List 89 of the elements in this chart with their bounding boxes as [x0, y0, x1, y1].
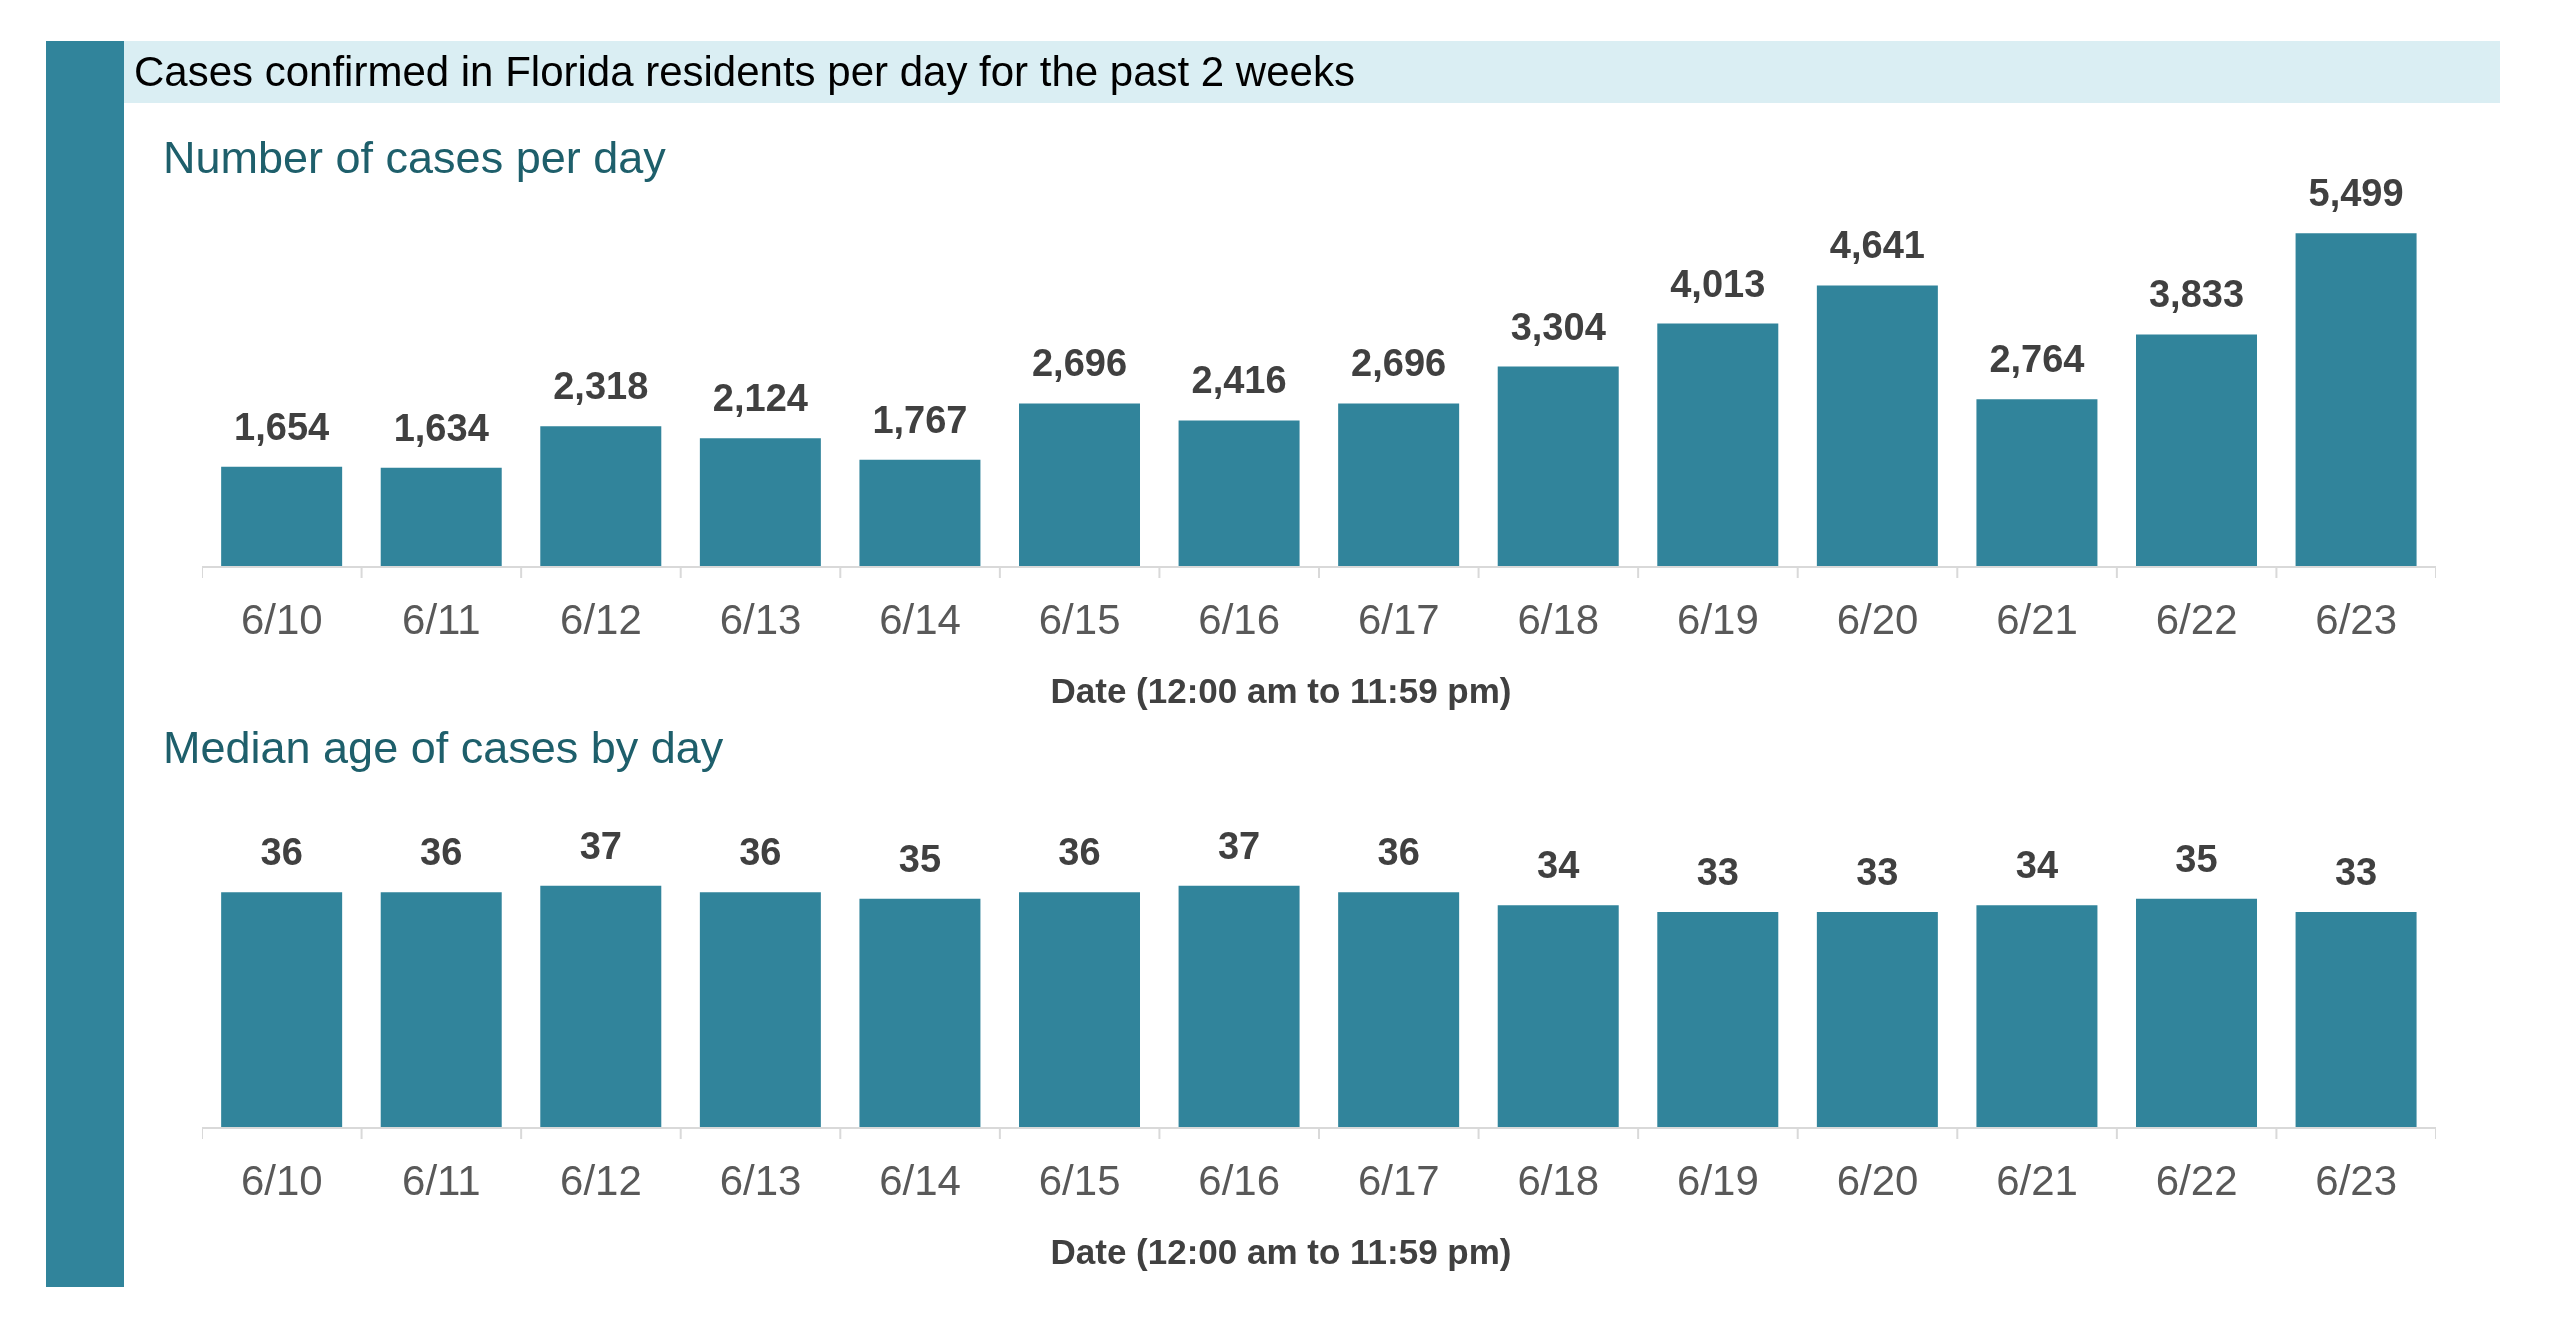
- chart-title: Cases confirmed in Florida residents per day for the past 2 weeks: [134, 47, 1355, 97]
- bar: [1976, 399, 2098, 567]
- data-label: 2,696: [1031, 342, 1128, 385]
- data-label: 4,641: [1829, 224, 1925, 267]
- bar: [380, 892, 502, 1128]
- bar: [2136, 898, 2258, 1128]
- bar: [540, 885, 662, 1128]
- bar: [2295, 233, 2417, 567]
- bar: [2136, 334, 2258, 567]
- data-label: 33: [2334, 850, 2378, 893]
- data-label: 4,013: [1670, 262, 1766, 305]
- data-label: 33: [1856, 850, 1899, 893]
- data-label: 36: [739, 831, 782, 874]
- x-tick-label: 6/17: [1357, 1156, 1440, 1204]
- x-tick-label: 6/11: [402, 595, 481, 643]
- data-label: 33: [1696, 850, 1739, 893]
- data-label: 1,654: [234, 405, 330, 448]
- data-label: 3,304: [1510, 305, 1606, 348]
- x-tick-label: 6/22: [2155, 1156, 2238, 1204]
- x-tick-label: 6/13: [719, 1156, 802, 1204]
- x-tick-label: 6/13: [719, 595, 802, 643]
- data-label: 2,124: [712, 377, 808, 420]
- x-tick-label: 6/23: [2315, 1156, 2398, 1204]
- x-tick-label: 6/22: [2155, 595, 2238, 643]
- x-tick-label: 6/15: [1038, 595, 1121, 643]
- bar: [221, 466, 343, 567]
- data-label: 2,764: [1989, 338, 2085, 381]
- data-label: 37: [1217, 824, 1261, 867]
- x-axis-title: Date (12:00 am to 11:59 pm): [1050, 1232, 1512, 1271]
- data-label: 5,499: [2308, 172, 2404, 215]
- x-tick-label: 6/20: [1836, 595, 1919, 643]
- x-tick-label: 6/15: [1038, 1156, 1121, 1204]
- bar: [1816, 911, 1938, 1128]
- bar: [1178, 885, 1300, 1128]
- bar: [540, 426, 662, 567]
- chart-subtitle: Number of cases per day: [163, 131, 666, 185]
- bar: [699, 892, 821, 1128]
- bar: [1497, 905, 1619, 1128]
- data-label: 34: [1537, 844, 1580, 887]
- bar: [1976, 905, 2098, 1128]
- x-tick-label: 6/23: [2315, 595, 2398, 643]
- bar: [1178, 420, 1300, 567]
- bar: [221, 892, 343, 1128]
- x-tick-label: 6/11: [402, 1156, 481, 1204]
- data-label: 1,634: [393, 406, 489, 449]
- data-label: 2,696: [1351, 342, 1447, 385]
- data-label: 35: [898, 837, 942, 880]
- bar: [1497, 366, 1619, 567]
- data-label: 34: [2015, 844, 2059, 887]
- x-tick-label: 6/19: [1677, 1156, 1759, 1204]
- x-tick-label: 6/14: [879, 595, 961, 643]
- x-tick-label: 6/18: [1517, 1156, 1600, 1204]
- data-label: 36: [420, 831, 463, 874]
- chart-title: Median age of cases by day: [163, 721, 724, 775]
- bar: [859, 459, 981, 567]
- data-label: 2,318: [553, 365, 649, 408]
- x-tick-label: 6/16: [1198, 1156, 1281, 1204]
- x-tick-label: 6/17: [1357, 595, 1440, 643]
- x-tick-label: 6/19: [1677, 595, 1759, 643]
- data-label: 36: [1058, 831, 1101, 874]
- x-tick-label: 6/20: [1836, 1156, 1919, 1204]
- data-label: 35: [2175, 837, 2218, 880]
- bar: [1338, 403, 1460, 567]
- x-axis-title: Date (12:00 am to 11:59 pm): [1050, 671, 1512, 710]
- data-label: 3,833: [2148, 273, 2245, 316]
- x-tick-label: 6/10: [240, 1156, 323, 1204]
- bar: [1019, 892, 1141, 1128]
- bar: [699, 438, 821, 567]
- bar: [1816, 285, 1938, 567]
- x-tick-label: 6/12: [560, 595, 642, 643]
- bar: [1338, 892, 1460, 1128]
- data-label: 37: [579, 824, 622, 867]
- data-label: 1,767: [872, 398, 968, 441]
- bar: [1019, 403, 1141, 567]
- data-label: 2,416: [1191, 359, 1287, 402]
- x-tick-label: 6/16: [1198, 595, 1281, 643]
- x-tick-label: 6/18: [1517, 595, 1600, 643]
- bar: [2295, 911, 2417, 1128]
- bar: [1657, 911, 1779, 1128]
- x-tick-label: 6/12: [560, 1156, 642, 1204]
- bar: [859, 898, 981, 1128]
- bar: [1657, 323, 1779, 567]
- x-tick-label: 6/21: [1996, 1156, 2078, 1204]
- x-tick-label: 6/14: [879, 1156, 961, 1204]
- x-tick-label: 6/10: [240, 595, 323, 643]
- x-tick-label: 6/21: [1996, 595, 2078, 643]
- bar: [380, 467, 502, 567]
- data-label: 36: [1377, 831, 1420, 874]
- data-label: 36: [260, 831, 303, 874]
